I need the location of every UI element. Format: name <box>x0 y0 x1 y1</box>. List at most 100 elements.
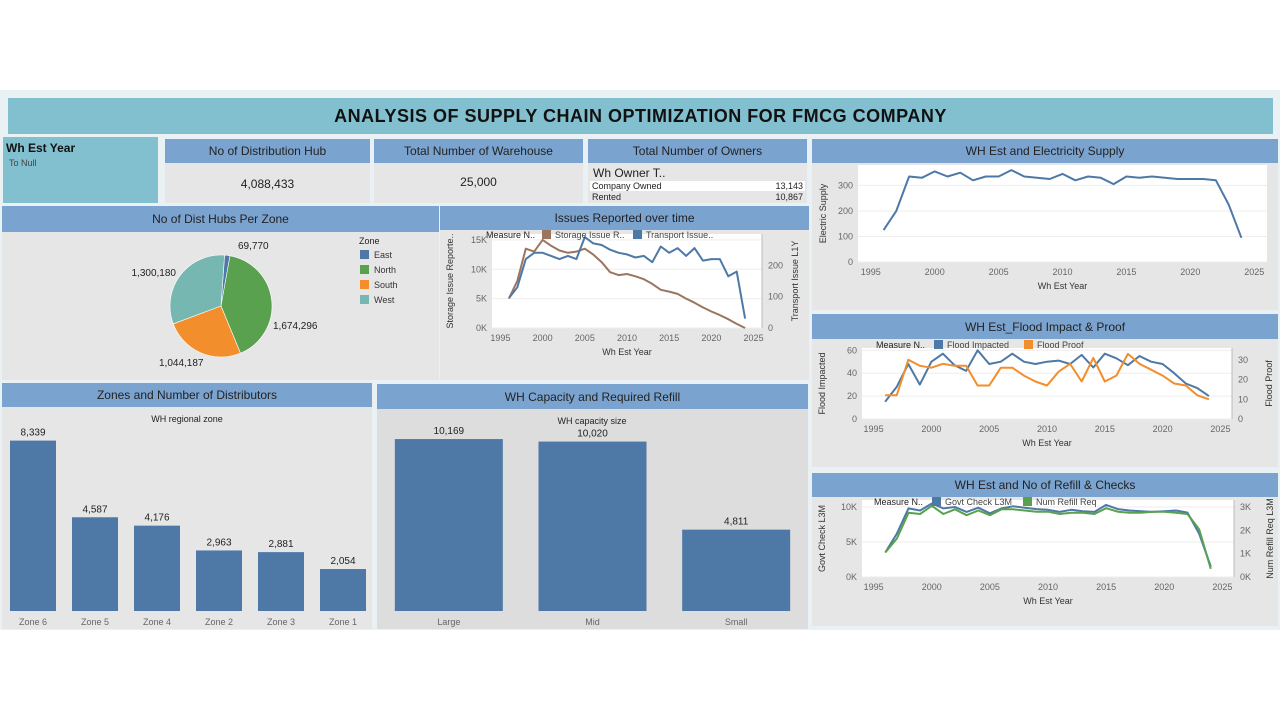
owners-row-company[interactable]: Company Owned 13,143 <box>590 181 805 191</box>
refill-xtick-4: 2015 <box>1096 582 1116 592</box>
kpi-warehouse-panel <box>374 163 583 203</box>
flood-legend-swatch-1 <box>1024 340 1033 349</box>
zones-panel <box>2 407 372 629</box>
flood-chart: 0 20 40 60 0 10 20 30 1995 2000 2005 2010 2015 2020 20… <box>817 340 1274 448</box>
electricity-plot-area <box>858 165 1267 262</box>
flood-xtick-1: 2000 <box>921 424 941 434</box>
electricity-xtick-4: 2015 <box>1116 267 1136 277</box>
pie-legend-swatch-east <box>360 250 369 259</box>
flood-y2tick-1: 10 <box>1238 394 1248 404</box>
issues-ytick-2: 10K <box>471 264 487 274</box>
refill-series-1 <box>884 504 1212 570</box>
issues-header: Issues Reported over time <box>440 206 809 230</box>
zones-subtitle: WH regional zone <box>151 414 223 424</box>
issues-legend-swatch-1 <box>633 230 642 239</box>
pie-label-east: 69,770 <box>238 241 269 252</box>
electricity-xlabel: Wh Est Year <box>1038 281 1088 291</box>
electricity-xtick-1: 2000 <box>925 267 945 277</box>
issues-y2label: Transport Issue L1Y <box>790 241 800 322</box>
capacity-bar-0 <box>394 439 503 611</box>
filter-value: To Null <box>9 158 37 168</box>
flood-ytick-1: 20 <box>847 391 857 401</box>
zones-category-3: Zone 2 <box>205 617 233 627</box>
issues-ytick-0: 0K <box>476 323 487 333</box>
zones-value-0: 8,339 <box>20 428 45 439</box>
pie-legend-label-north: North <box>374 265 396 275</box>
capacity-value-0: 10,169 <box>434 426 465 437</box>
issues-y2tick-2: 200 <box>768 260 783 270</box>
flood-ytick-2: 40 <box>847 368 857 378</box>
pie-legend-swatch-west <box>360 295 369 304</box>
issues-series-0 <box>507 238 746 329</box>
owners-label-rented: Rented <box>592 192 622 202</box>
flood-series-0 <box>884 349 1210 403</box>
refill-xtick-6: 2025 <box>1212 582 1232 592</box>
refill-xtick-5: 2020 <box>1154 582 1174 592</box>
refill-chart: 0K 5K 10K 0K 1K 2K 3K 1995 2000 2005 2010 2015 2020 2… <box>817 497 1275 606</box>
electricity-ytick-2: 200 <box>838 206 853 216</box>
electricity-ylabel: Electric Supply <box>818 183 828 243</box>
issues-xlabel: Wh Est Year <box>602 347 652 357</box>
flood-xtick-0: 1995 <box>864 424 884 434</box>
issues-xtick-5: 2020 <box>701 333 721 343</box>
electricity-chart: 0 100 200 300 1995 2000 2005 2010 2015 2020 2025 Wh… <box>818 165 1267 291</box>
owners-bar-company <box>590 181 805 191</box>
issues-y2tick-1: 100 <box>768 292 783 302</box>
flood-y2tick-3: 30 <box>1238 355 1248 365</box>
issues-legend-swatch-0 <box>542 230 551 239</box>
issues-legend-label-0: Storage Issue R.. <box>555 230 625 240</box>
issues-xtick-6: 2025 <box>744 333 764 343</box>
issues-y2tick-0: 0 <box>768 323 773 333</box>
pie-label-west: 1,300,180 <box>132 268 177 279</box>
pie-slice-north <box>220 255 273 354</box>
issues-legend-title: Measure N.. <box>486 230 535 240</box>
zones-category-2: Zone 4 <box>143 617 171 627</box>
issues-xtick-0: 1995 <box>490 333 510 343</box>
electricity-ytick-3: 300 <box>838 180 853 190</box>
issues-ytick-1: 5K <box>476 294 487 304</box>
refill-y2label: Num Refill Req L3M <box>1265 498 1275 579</box>
zones-chart: WH regional zone 8,339 Zone 6 4,587 Zone 5 4,… <box>10 414 366 627</box>
capacity-subtitle: WH capacity size <box>557 416 626 426</box>
capacity-category-1: Mid <box>585 617 600 627</box>
electricity-ytick-1: 100 <box>838 231 853 241</box>
year-filter[interactable]: Wh Est Year To Null <box>3 137 158 203</box>
kpi-hub-header: No of Distribution Hub <box>165 139 370 163</box>
flood-legend-label-0: Flood Impacted <box>947 340 1009 350</box>
refill-header: WH Est and No of Refill & Checks <box>812 473 1278 497</box>
kpi-owners-header: Total Number of Owners <box>588 139 807 163</box>
zones-value-5: 2,054 <box>330 556 355 567</box>
pie-legend-label-south: South <box>374 280 398 290</box>
zones-bar-3 <box>196 550 242 611</box>
zones-category-0: Zone 6 <box>19 617 47 627</box>
kpi-hub-panel <box>165 163 370 203</box>
pie-slice-west <box>169 254 225 325</box>
refill-xtick-1: 2000 <box>922 582 942 592</box>
refill-legend-title: Measure N.. <box>874 497 923 507</box>
capacity-category-0: Large <box>437 617 460 627</box>
refill-legend-label-0: Govt Check L3M <box>945 497 1012 507</box>
capacity-chart: WH capacity size 10,169 Large 10,020 Mid 4,81… <box>394 416 791 627</box>
issues-xtick-3: 2010 <box>617 333 637 343</box>
zones-value-4: 2,881 <box>268 539 293 550</box>
pie-slice-south <box>172 305 241 358</box>
zones-bar-2 <box>134 525 180 611</box>
zones-bar-1 <box>72 517 118 611</box>
zones-category-5: Zone 1 <box>329 617 357 627</box>
refill-xtick-3: 2010 <box>1038 582 1058 592</box>
owners-value-rented: 10,867 <box>775 192 803 202</box>
refill-y2tick-2: 2K <box>1240 525 1251 535</box>
kpi-warehouse-value: 25,000 <box>460 175 497 189</box>
flood-header: WH Est_Flood Impact & Proof <box>812 314 1278 339</box>
flood-y2tick-0: 0 <box>1238 414 1243 424</box>
refill-ytick-1: 5K <box>846 537 857 547</box>
refill-y2tick-1: 1K <box>1240 549 1251 559</box>
refill-ylabel: Govt Check L3M <box>817 505 827 572</box>
filter-label: Wh Est Year <box>6 141 76 155</box>
zones-value-3: 2,963 <box>206 537 231 548</box>
pie-legend-label-west: West <box>374 295 395 305</box>
electricity-xtick-0: 1995 <box>861 267 881 277</box>
issues-xtick-4: 2015 <box>659 333 679 343</box>
flood-xtick-5: 2020 <box>1153 424 1173 434</box>
owners-row-rented[interactable]: Rented 10,867 <box>590 192 805 202</box>
